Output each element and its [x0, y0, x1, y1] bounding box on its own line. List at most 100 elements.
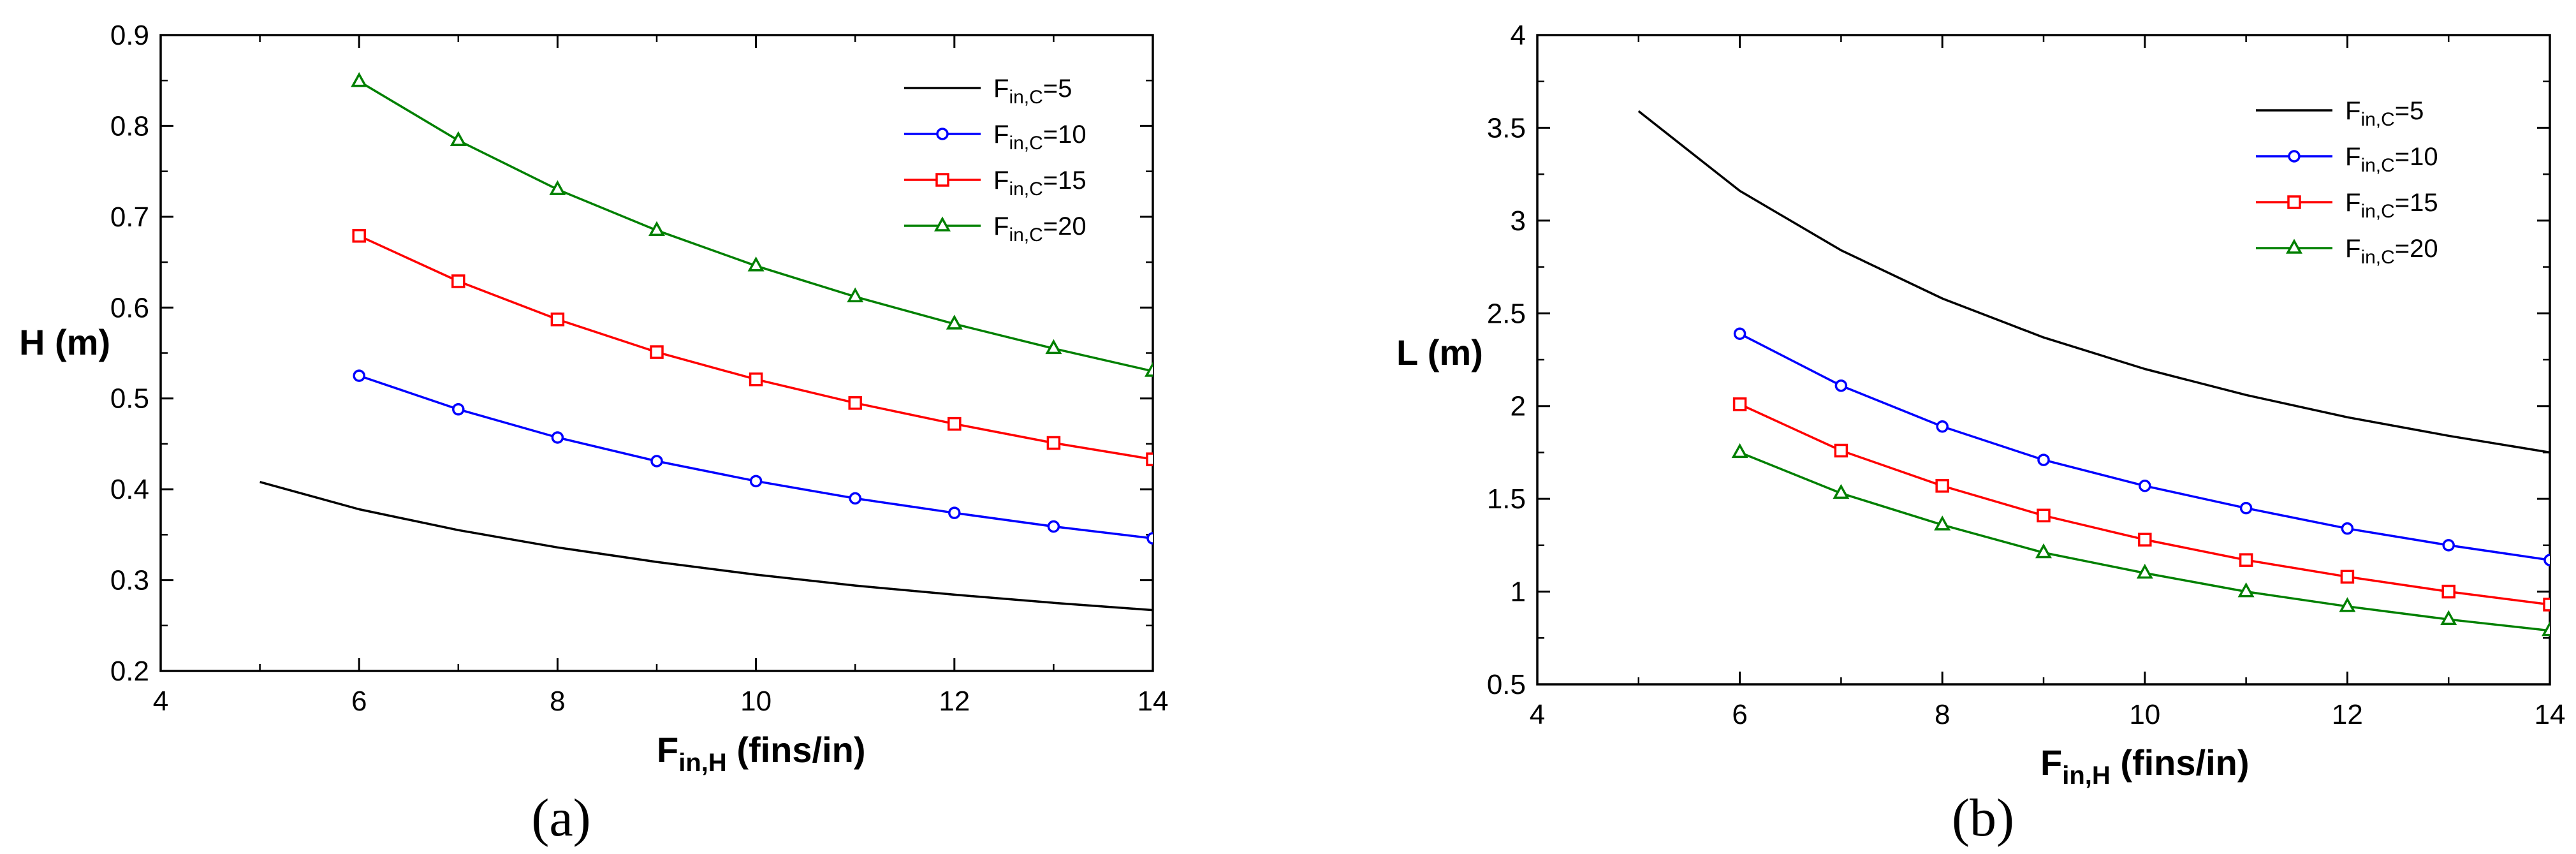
plot-area	[1637, 110, 2550, 637]
x-tick-label: 4	[1530, 699, 1545, 730]
legend-label: Fin,C=20	[993, 212, 1087, 246]
legend-marker	[935, 173, 949, 187]
x-tick-label: 8	[1935, 699, 1950, 730]
data-point	[1146, 452, 1153, 466]
data-point	[1047, 520, 1060, 533]
legend-label: Fin,C=15	[2345, 189, 2438, 222]
data-point	[948, 506, 961, 519]
series-line-2	[1739, 332, 2550, 561]
legend-label: Fin,C=20	[2345, 235, 2438, 268]
x-tick-label: 6	[351, 686, 367, 717]
legend-label: Fin,C=5	[993, 75, 1072, 108]
x-tick-label: 6	[1732, 699, 1747, 730]
data-point	[946, 314, 963, 330]
panel-caption: (a)	[531, 788, 590, 848]
data-point	[2139, 480, 2151, 492]
data-point	[2239, 501, 2253, 515]
x-tick-label: 10	[2129, 699, 2160, 730]
x-tick-label: 8	[550, 686, 565, 717]
data-point	[1732, 397, 1747, 411]
data-point	[451, 274, 465, 288]
x-axis-label-main: F	[657, 730, 678, 770]
x-tick-label: 14	[1138, 686, 1169, 717]
x-tick-label: 14	[2535, 699, 2566, 730]
legend-marker	[2286, 239, 2302, 254]
x-tick-label: 4	[153, 686, 168, 717]
x-axis-label: Fin,H (fins/in)	[657, 730, 866, 777]
data-point	[2035, 543, 2052, 559]
x-tick-label: 10	[740, 686, 772, 717]
data-point	[1834, 443, 1848, 458]
data-point	[2440, 610, 2457, 625]
legend-label-sub: in,C	[1009, 225, 1043, 246]
data-point	[550, 313, 565, 327]
data-point	[452, 403, 465, 416]
y-tick-label: 0.8	[110, 110, 149, 142]
data-point	[1045, 339, 1062, 355]
data-point	[2543, 554, 2550, 566]
data-point	[2341, 522, 2354, 535]
data-point	[2237, 582, 2255, 598]
data-point	[352, 229, 366, 243]
legend-label-main: F	[993, 166, 1009, 195]
data-point	[1145, 362, 1153, 377]
series-line-1	[260, 481, 1153, 612]
legend-marker	[2288, 150, 2301, 163]
x-tick-label: 12	[2332, 699, 2363, 730]
y-tick-label: 2.5	[1487, 298, 1526, 329]
y-tick-label: 1.5	[1487, 483, 1526, 515]
data-point	[749, 372, 763, 387]
legend-marker	[2287, 195, 2301, 209]
legend-label-main: F	[993, 121, 1009, 149]
data-point	[2037, 508, 2051, 523]
panel-b-chart: 4 6 8 10 12 14 0.5 1 1.5 2 2.5 3 3.5 4 L (m) Fin,H (fin…	[1396, 20, 2565, 848]
legend-label-val: =5	[2395, 97, 2424, 125]
data-point	[549, 180, 566, 195]
data-point	[2239, 553, 2253, 567]
legend-label: Fin,C=15	[993, 166, 1087, 200]
data-point	[1046, 436, 1061, 450]
data-point	[2138, 533, 2152, 547]
legend-label-main: F	[2345, 235, 2360, 263]
data-point	[353, 369, 365, 382]
y-tick-label: 4	[1511, 20, 1526, 51]
y-tick-label: 2	[1511, 391, 1526, 422]
x-axis-label-unit: (fins/in)	[727, 730, 866, 770]
data-point	[2543, 598, 2550, 612]
legend-label-sub: in,C	[2360, 155, 2394, 176]
data-point	[551, 431, 564, 444]
legend-label-main: F	[993, 212, 1009, 240]
data-point	[1733, 327, 1746, 341]
legend-label-sub: in,C	[2360, 109, 2394, 130]
legend-marker	[936, 128, 949, 140]
data-point	[948, 416, 962, 431]
legend-label-val: =15	[2395, 189, 2438, 217]
data-point	[848, 396, 862, 410]
data-point	[650, 345, 664, 359]
data-point	[1731, 443, 1748, 459]
legend-label-val: =20	[1043, 212, 1087, 240]
legend-label-sub: in,C	[2360, 247, 2394, 268]
legend-label-val: =10	[1043, 121, 1087, 149]
legend-label-sub: in,C	[1009, 133, 1043, 154]
plot-frame	[1536, 34, 2551, 686]
data-point	[847, 287, 864, 302]
panel-caption: (b)	[1952, 788, 2014, 848]
y-tick-label: 0.2	[110, 656, 149, 687]
y-tick-label: 0.5	[1487, 669, 1526, 700]
data-point	[1833, 483, 1850, 499]
data-point	[1834, 379, 1848, 392]
y-tick-label: 0.9	[110, 20, 149, 51]
y-tick-label: 0.7	[110, 202, 149, 233]
data-point	[2442, 539, 2455, 552]
legend-label: Fin,C=5	[2345, 97, 2424, 130]
panel-a-chart: 4 6 8 10 12 14 0.2 0.3 0.4 0.5 0.6 0.7 0.8 0.9 H (m) Fi…	[19, 20, 1168, 848]
y-tick-label: 0.6	[110, 292, 149, 323]
data-point	[650, 455, 663, 467]
data-point	[1936, 420, 1949, 433]
data-point	[1934, 515, 1951, 531]
x-axis-label-sub: in,H	[2062, 762, 2111, 790]
legend-label-main: F	[993, 75, 1009, 103]
data-point	[1935, 479, 1949, 493]
